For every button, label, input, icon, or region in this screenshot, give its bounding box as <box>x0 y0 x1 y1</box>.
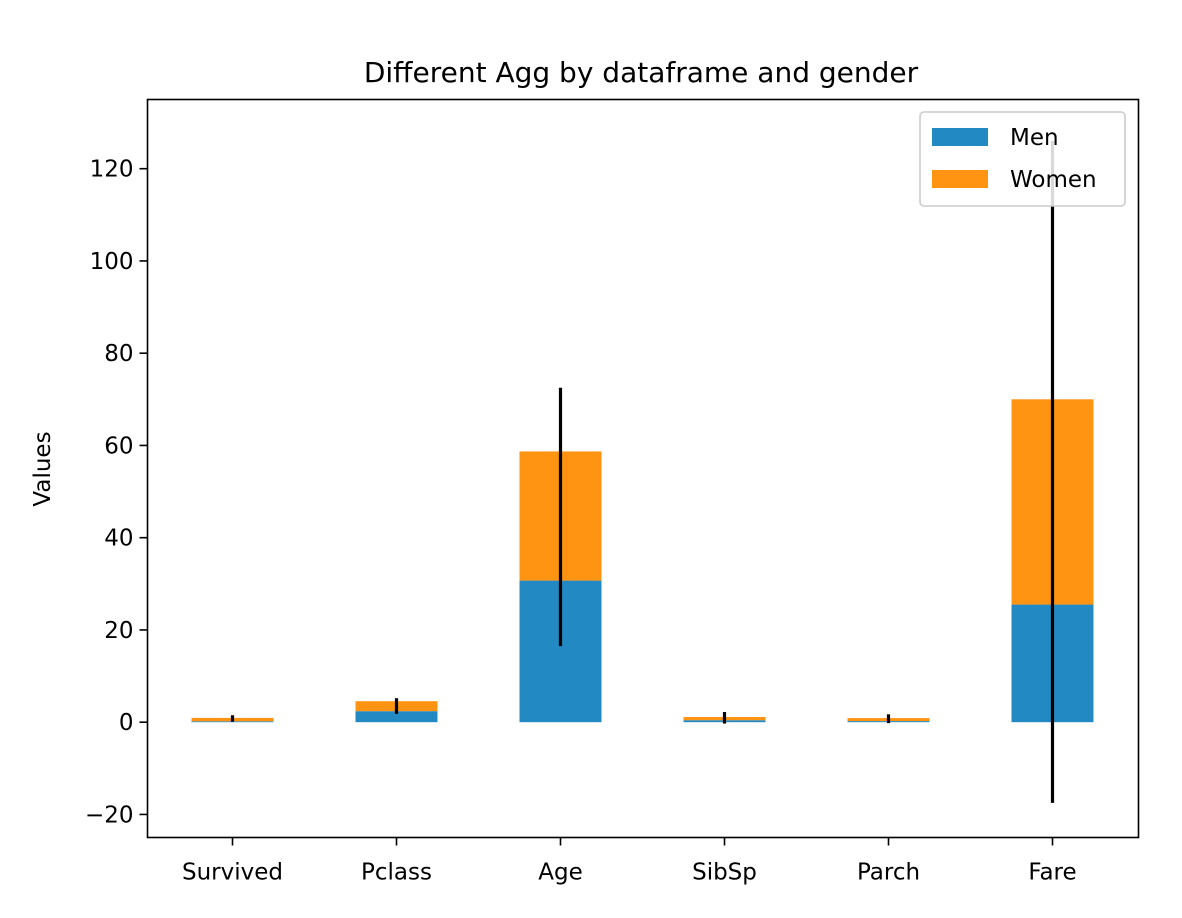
y-axis: −20 0 20 40 60 80 100 120 <box>85 157 148 828</box>
chart-title: Different Agg by dataframe and gender <box>364 56 919 89</box>
legend-label-women: Women <box>1010 167 1097 193</box>
y-tick-label: 100 <box>90 249 134 275</box>
error-bars-layer <box>230 141 1055 803</box>
x-tick-label-age: Age <box>538 860 582 886</box>
x-tick-label-sibsp: SibSp <box>692 860 757 886</box>
x-tick-label-fare: Fare <box>1028 860 1076 886</box>
x-tick-label-survived: Survived <box>182 860 283 886</box>
y-tick-label: 0 <box>119 710 134 736</box>
legend-swatch-men <box>932 128 988 146</box>
bar-men-survived <box>191 721 274 723</box>
bar-men-pclass <box>355 711 438 723</box>
y-tick-label: 40 <box>104 526 133 552</box>
legend-swatch-women <box>932 170 988 188</box>
y-tick-label: −20 <box>85 802 134 828</box>
y-tick-label: 120 <box>90 157 134 183</box>
plot-area-frame <box>146 98 1140 839</box>
x-axis: Survived Pclass Age SibSp Parch Fare <box>182 837 1077 886</box>
y-tick-label: 60 <box>104 433 133 459</box>
y-tick-label: 20 <box>104 618 133 644</box>
y-tick-label: 80 <box>104 341 133 367</box>
x-tick-label-parch: Parch <box>857 860 920 886</box>
bars-layer <box>191 399 1094 723</box>
y-axis-label: Values <box>30 431 56 506</box>
legend: Men Women <box>919 111 1126 207</box>
x-tick-label-pclass: Pclass <box>361 860 432 886</box>
legend-label-men: Men <box>1010 125 1059 151</box>
